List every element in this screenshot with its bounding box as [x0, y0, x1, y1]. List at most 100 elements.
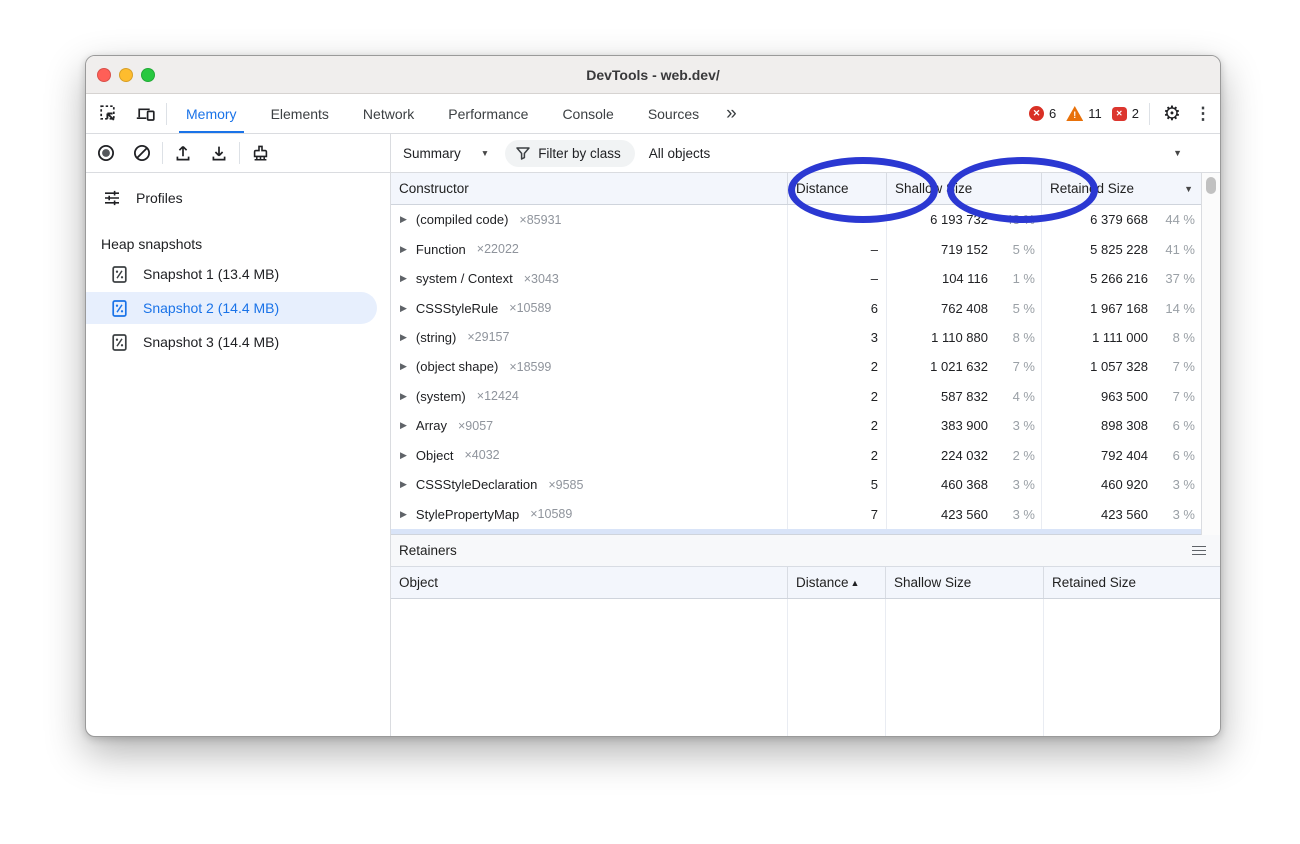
heap-table-row[interactable]: ▶ (compiled code) ×85931 – 6 193 732 43 …: [391, 205, 1220, 235]
instance-count: ×9057: [457, 418, 494, 433]
expander-icon[interactable]: ▶: [400, 214, 407, 225]
column-header-retained-size[interactable]: Retained Size: [1043, 567, 1220, 598]
heap-table-row[interactable]: ▶ StylePropertyMap ×10589 7 423 560 3 % …: [391, 499, 1220, 529]
instance-count: ×22022: [476, 242, 519, 257]
tab-network[interactable]: Network: [362, 105, 415, 122]
instance-count: ×85931: [519, 212, 562, 227]
retained-size-value: 963 500: [1101, 388, 1148, 404]
tab-performance[interactable]: Performance: [448, 105, 529, 122]
chevron-down-icon[interactable]: ▼: [1173, 148, 1182, 158]
column-header-shallow-size[interactable]: Shallow Size: [885, 567, 1043, 598]
customize-devtools-menu-icon[interactable]: ⋮: [1194, 103, 1212, 123]
retained-size-value: 898 308: [1101, 418, 1148, 434]
collect-garbage-button[interactable]: [244, 139, 276, 167]
column-header-object[interactable]: Object: [399, 575, 439, 590]
retained-size-value: 5 825 228: [1090, 241, 1148, 257]
toggle-device-toolbar-button[interactable]: [130, 100, 160, 128]
constructor-name: StylePropertyMap: [415, 506, 520, 522]
retained-size-value: 792 404: [1101, 447, 1148, 463]
instance-count: ×12424: [476, 389, 519, 404]
tab-console[interactable]: Console: [562, 105, 614, 122]
sidebar-item-snapshot[interactable]: Snapshot 2 (14.4 MB): [86, 292, 377, 324]
console-warnings-badge[interactable]: ! 11: [1066, 106, 1102, 121]
expander-icon[interactable]: ▶: [400, 361, 407, 372]
tab-memory[interactable]: Memory: [169, 94, 254, 133]
constructor-name: (object shape): [415, 359, 499, 375]
minimize-window-button[interactable]: [119, 67, 133, 82]
device-toolbar-icon: [136, 107, 155, 121]
close-window-button[interactable]: [97, 67, 111, 82]
vertical-scrollbar[interactable]: [1201, 173, 1220, 535]
column-header-retained-size[interactable]: Retained Size ▼: [1041, 173, 1201, 204]
start-heap-snapshot-button[interactable]: [90, 139, 122, 167]
shallow-size-percent: 3 %: [1012, 506, 1035, 522]
expander-icon[interactable]: ▶: [400, 420, 407, 431]
hamburger-menu-icon[interactable]: [1192, 545, 1212, 556]
inspect-element-button[interactable]: [94, 100, 124, 128]
download-icon: [212, 146, 226, 161]
heap-table-row[interactable]: ▶ Function ×22022 – 719 152 5 % 5 825 22…: [391, 234, 1220, 264]
console-errors-badge[interactable]: ✕ 6: [1029, 106, 1056, 121]
heap-snapshot-file-icon: [110, 299, 129, 318]
load-profile-button[interactable]: [167, 139, 199, 167]
column-header-shallow-size[interactable]: Shallow Size: [886, 173, 1041, 204]
retained-size-percent: 7 %: [1172, 359, 1195, 375]
column-header-constructor[interactable]: Constructor: [399, 181, 469, 196]
expander-icon[interactable]: ▶: [400, 331, 407, 342]
sidebar-item-snapshot[interactable]: Snapshot 3 (14.4 MB): [86, 326, 377, 358]
shallow-size-percent: 4 %: [1012, 388, 1035, 404]
grid-filler-strip: [391, 529, 1220, 535]
retained-size-percent: 14 %: [1165, 300, 1195, 316]
distance-value: 2: [787, 381, 886, 412]
more-tabs-button[interactable]: »: [726, 102, 737, 124]
distance-value: –: [787, 263, 886, 294]
issues-icon: ✕: [1111, 106, 1127, 121]
sidebar-item-snapshot[interactable]: Snapshot 1 (13.4 MB): [86, 258, 377, 290]
heap-table-row[interactable]: ▶ Array ×9057 2 383 900 3 % 898 308 6 %: [391, 411, 1220, 441]
perspective-select[interactable]: Summary ▼: [403, 145, 490, 161]
shallow-size-value: 104 116: [941, 271, 988, 287]
distance-value: 6: [787, 293, 886, 323]
heap-table-row[interactable]: ▶ CSSStyleDeclaration ×9585 5 460 368 3 …: [391, 469, 1220, 500]
expander-icon[interactable]: ▶: [400, 273, 407, 284]
class-filter-input[interactable]: Filter by class: [505, 139, 635, 167]
object-scope-select[interactable]: All objects: [648, 145, 711, 161]
heap-table-row[interactable]: ▶ Object ×4032 2 224 032 2 % 792 404 6 %: [391, 440, 1220, 470]
heap-table-row[interactable]: ▶ (string) ×29157 3 1 110 880 8 % 1 111 …: [391, 322, 1220, 353]
column-header-distance[interactable]: Distance: [787, 173, 886, 204]
memory-toolbar: Summary ▼ Filter by class All objects ▼: [86, 134, 1220, 173]
scrollbar-thumb[interactable]: [1206, 177, 1216, 194]
expander-icon[interactable]: ▶: [400, 479, 407, 490]
shallow-size-percent: 5 %: [1012, 241, 1035, 257]
clear-profiles-button[interactable]: [126, 139, 158, 167]
window-title: DevTools - web.dev/: [586, 66, 720, 83]
save-profile-button[interactable]: [203, 139, 235, 167]
column-header-distance[interactable]: Distance ▲: [787, 567, 885, 598]
expander-icon[interactable]: ▶: [400, 508, 407, 519]
distance-value: 2: [787, 352, 886, 382]
expander-icon[interactable]: ▶: [400, 302, 407, 313]
shallow-size-percent: 3 %: [1012, 418, 1035, 434]
sort-ascending-icon: ▲: [850, 577, 860, 588]
issues-badge[interactable]: ✕ 2: [1111, 106, 1139, 121]
snapshot-label: Snapshot 2 (14.4 MB): [143, 300, 280, 316]
shallow-size-value: 460 368: [941, 477, 988, 493]
heap-table-body: ▶ (compiled code) ×85931 – 6 193 732 43 …: [391, 205, 1220, 529]
constructor-name: Array: [415, 418, 447, 434]
heap-snapshot-file-icon: [110, 265, 129, 284]
tab-sources[interactable]: Sources: [647, 105, 700, 122]
heap-table-row[interactable]: ▶ CSSStyleRule ×10589 6 762 408 5 % 1 96…: [391, 293, 1220, 323]
inspect-icon: [100, 104, 115, 121]
zoom-window-button[interactable]: [141, 67, 155, 82]
distance-value: –: [787, 234, 886, 264]
distance-value: 2: [787, 411, 886, 441]
expander-icon[interactable]: ▶: [400, 449, 407, 460]
heap-table-row[interactable]: ▶ (system) ×12424 2 587 832 4 % 963 500 …: [391, 381, 1220, 412]
expander-icon[interactable]: ▶: [400, 243, 407, 254]
settings-gear-icon[interactable]: ⚙: [1163, 103, 1181, 125]
sidebar-item-profiles[interactable]: Profiles: [86, 181, 390, 214]
heap-table-row[interactable]: ▶ system / Context ×3043 – 104 116 1 % 5…: [391, 263, 1220, 294]
heap-table-row[interactable]: ▶ (object shape) ×18599 2 1 021 632 7 % …: [391, 352, 1220, 382]
expander-icon[interactable]: ▶: [400, 390, 407, 401]
tab-elements[interactable]: Elements: [270, 105, 329, 122]
